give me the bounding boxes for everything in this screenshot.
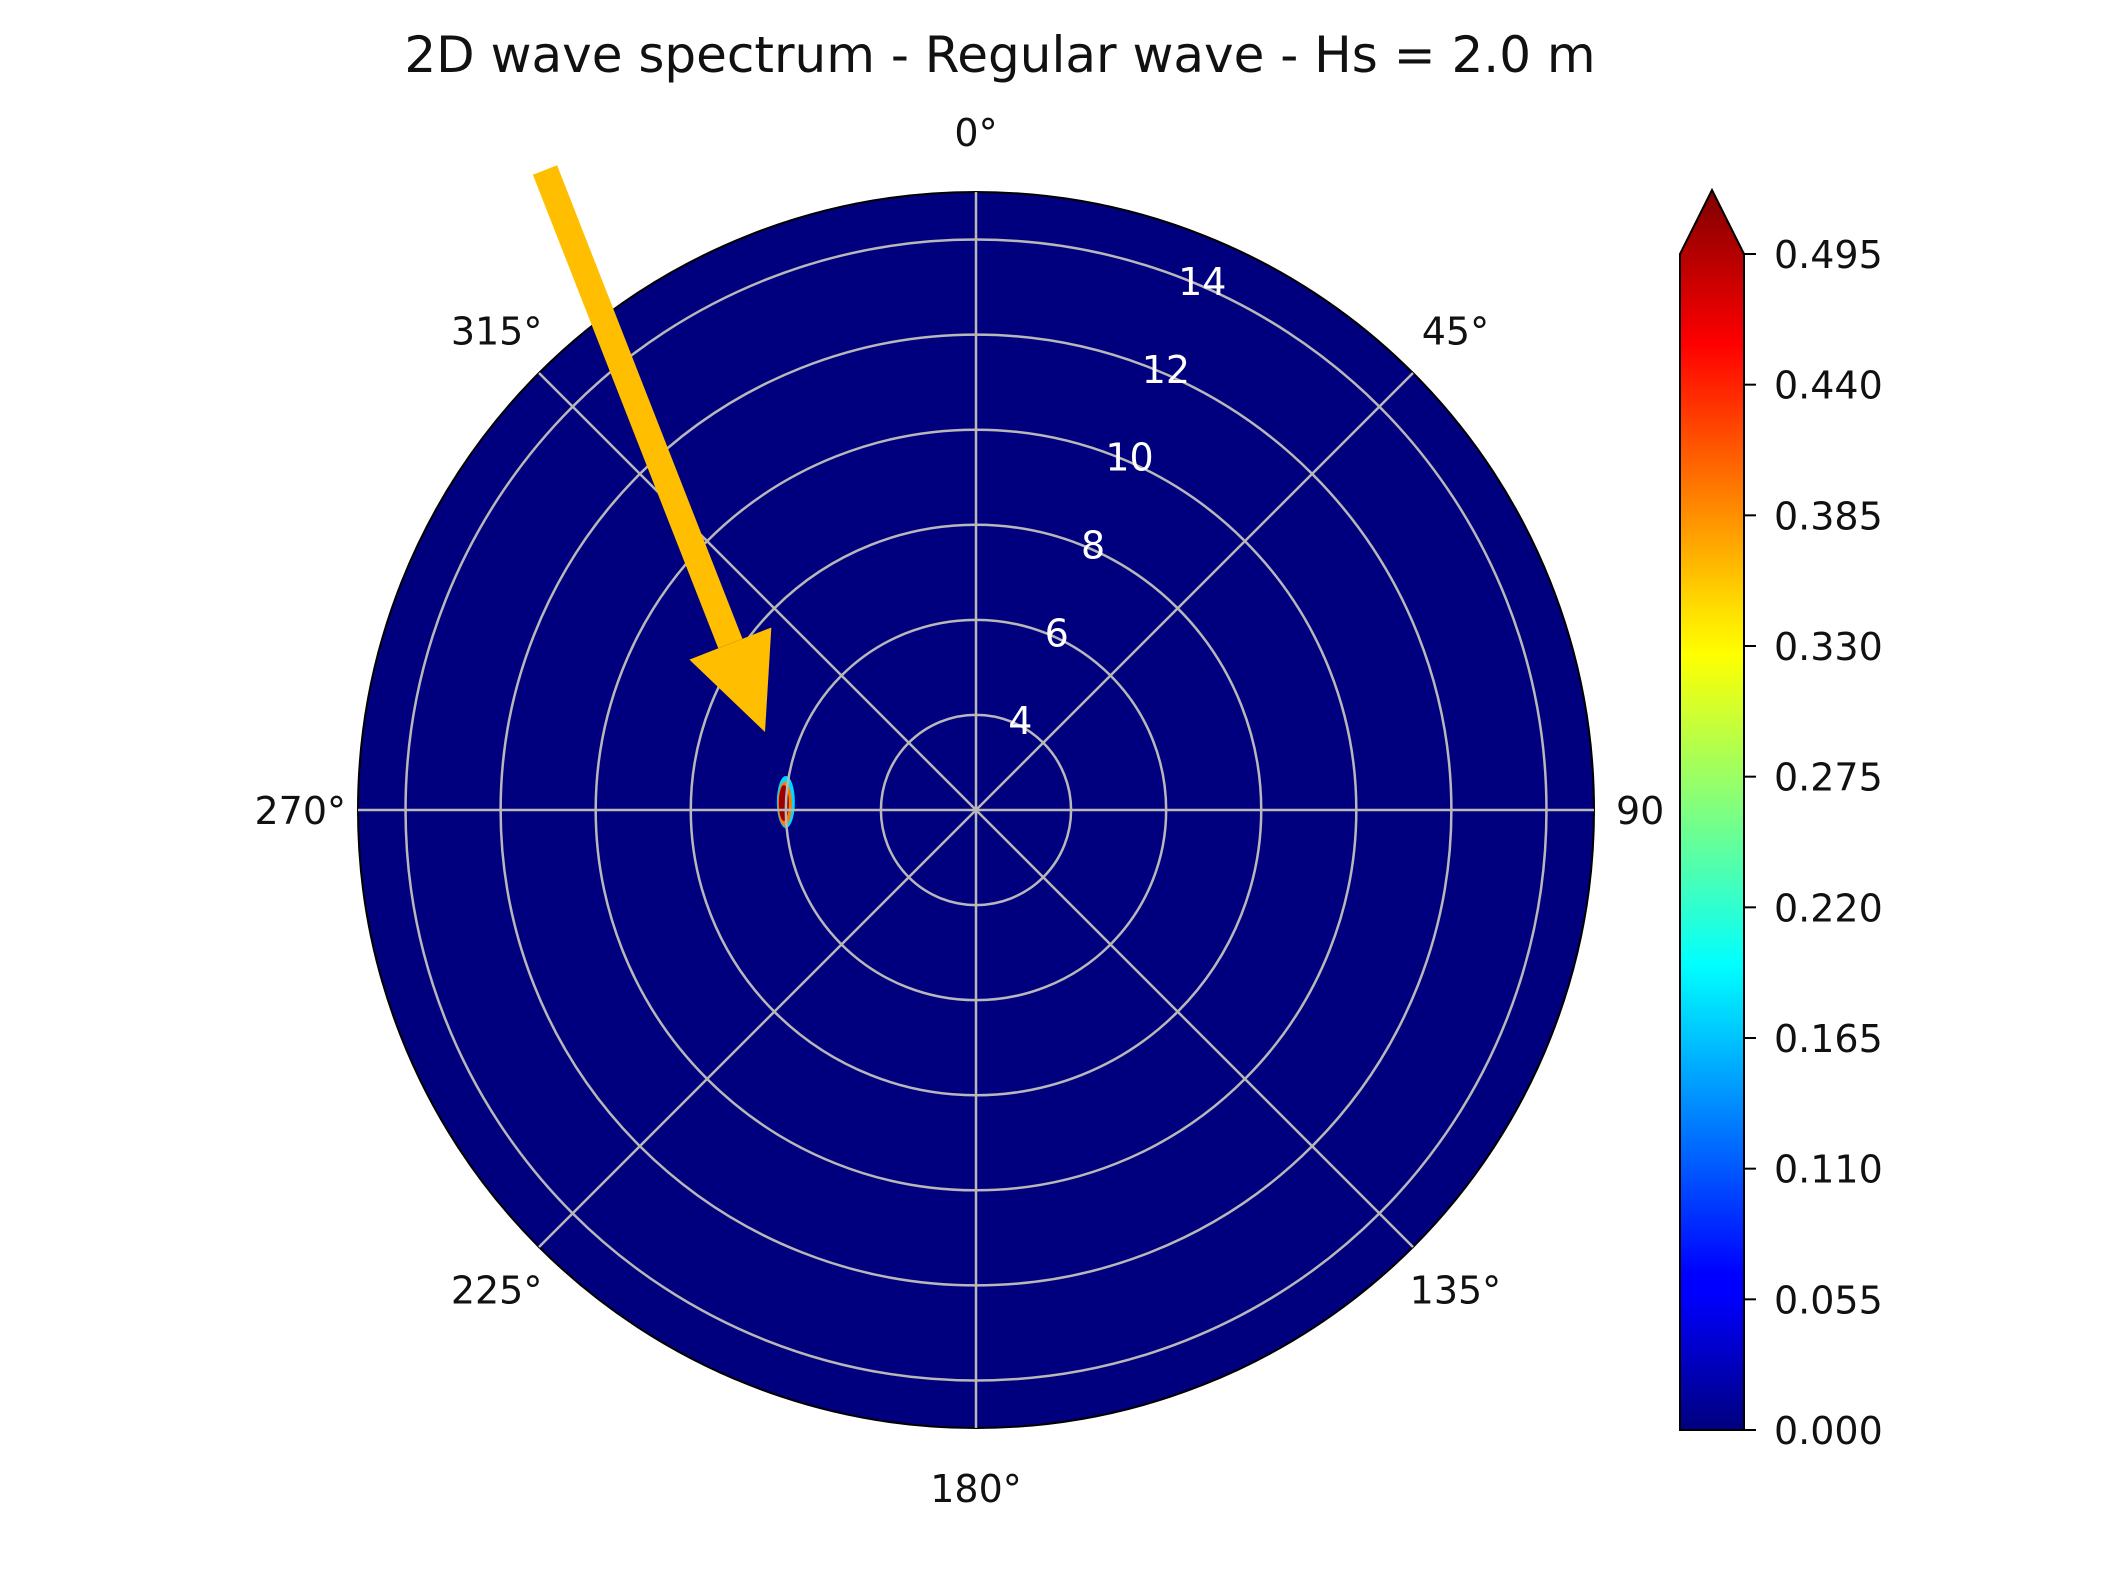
angle-tick-label: 90 — [1616, 789, 1664, 833]
colorbar-tick-label: 0.495 — [1774, 233, 1883, 277]
colorbar-ticks: 0.000 0.055 0.110 0.165 0.220 0.275 0.330 0.385… — [1744, 233, 1883, 1453]
grid-spoke-315 — [538, 372, 977, 811]
angle-tick-label: 180° — [930, 1467, 1022, 1511]
angle-tick-label: 270° — [254, 789, 346, 833]
radial-tick-label: 12 — [1142, 348, 1190, 392]
grid-spoke-135 — [975, 809, 1414, 1248]
annotation-arrow-head — [689, 627, 772, 732]
grid-spoke-45 — [975, 372, 1414, 811]
radial-tick-label: 14 — [1178, 260, 1226, 304]
radial-tick-label: 6 — [1045, 611, 1069, 655]
colorbar-tick-label: 0.330 — [1774, 625, 1883, 669]
angle-tick-label: 45° — [1422, 310, 1489, 354]
colorbar-gradient — [1679, 187, 1745, 1431]
angle-tick-labels: 0° 45° 90 135° 180° 225° 270° 315° — [254, 111, 1664, 1511]
colorbar-tick-label: 0.220 — [1774, 886, 1883, 930]
colorbar-tick-label: 0.385 — [1774, 494, 1883, 538]
colorbar-tick-label: 0.055 — [1774, 1278, 1883, 1322]
colorbar-tick-label: 0.440 — [1774, 364, 1883, 408]
colorbar-tick-label: 0.000 — [1774, 1409, 1883, 1453]
angle-tick-label: 0° — [954, 111, 997, 155]
angle-tick-label: 225° — [451, 1268, 543, 1312]
colorbar-tick-label: 0.165 — [1774, 1017, 1883, 1061]
radial-tick-label: 8 — [1081, 523, 1105, 567]
radial-tick-label: 4 — [1008, 699, 1032, 743]
radial-tick-label: 10 — [1105, 436, 1153, 480]
colorbar: 0.000 0.055 0.110 0.165 0.220 0.275 0.330 0.385… — [1679, 187, 1883, 1453]
angle-tick-label: 315° — [451, 310, 543, 354]
polar-grid — [358, 192, 1594, 1428]
angle-tick-label: 135° — [1410, 1268, 1502, 1312]
grid-spoke-225 — [538, 809, 977, 1248]
colorbar-tick-label: 0.110 — [1774, 1148, 1883, 1192]
annotation-arrow-shaft — [532, 165, 743, 649]
colorbar-tick-label: 0.275 — [1774, 756, 1883, 800]
annotation-arrow — [532, 165, 772, 732]
chart-title: 2D wave spectrum - Regular wave - Hs = 2… — [404, 26, 1595, 84]
